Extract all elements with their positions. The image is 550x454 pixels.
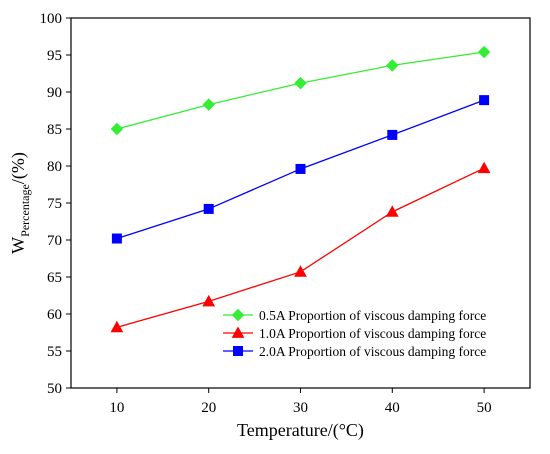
data-point <box>202 294 216 307</box>
x-tick-label: 30 <box>293 400 308 416</box>
legend-swatch-marker <box>231 308 245 322</box>
data-point <box>202 98 215 111</box>
x-tick-label: 50 <box>477 400 492 416</box>
series-1 <box>110 161 491 333</box>
data-point <box>110 320 124 333</box>
data-point <box>294 76 307 90</box>
y-tick-label: 95 <box>47 48 62 64</box>
legend-entry-label: 2.0A Proportion of viscous damping force <box>259 344 486 359</box>
y-axis-title-unit: /(%) <box>8 152 29 184</box>
y-tick-label: 80 <box>47 159 62 175</box>
y-tick-label: 90 <box>47 85 62 101</box>
y-tick-label: 65 <box>47 270 62 286</box>
data-point <box>203 203 214 214</box>
y-tick-label: 55 <box>47 344 62 360</box>
legend-swatch-marker <box>233 346 243 356</box>
x-tick-label: 10 <box>109 400 124 416</box>
y-axis-title-subscript: Percentage <box>18 184 32 237</box>
y-axis-title: WPercentage/(%) <box>8 152 32 254</box>
series-line <box>116 167 485 328</box>
data-point <box>385 205 399 217</box>
y-tick-label: 50 <box>47 381 62 397</box>
data-point <box>479 95 490 106</box>
series-0 <box>110 45 491 136</box>
x-tick-label: 20 <box>201 400 216 416</box>
x-axis-title: Temperature/(°C) <box>237 420 364 441</box>
data-point <box>111 233 122 244</box>
data-point <box>386 59 399 72</box>
x-tick-label: 40 <box>385 400 400 416</box>
y-tick-label: 100 <box>40 11 63 27</box>
y-tick-label: 85 <box>47 122 62 138</box>
ticks: 10 20 30 40 50 50 55 60 65 70 75 80 85 90 95 100 <box>40 11 492 416</box>
data-point <box>387 129 398 140</box>
y-tick-label: 60 <box>47 307 62 323</box>
legend: 0.5A Proportion of viscous damping force… <box>223 308 486 359</box>
data-point <box>110 122 124 136</box>
y-axis-title-main: W <box>8 237 28 254</box>
data-point <box>294 265 307 277</box>
series-2 <box>111 95 490 244</box>
y-tick-label: 70 <box>47 233 62 249</box>
series-line <box>116 51 485 130</box>
data-point <box>477 45 491 59</box>
legend-swatch-marker <box>231 326 245 338</box>
data-point <box>295 163 306 174</box>
y-tick-label: 75 <box>47 196 62 212</box>
data-point <box>477 161 491 174</box>
legend-entry-label: 0.5A Proportion of viscous damping force <box>259 308 486 323</box>
legend-entry-label: 1.0A Proportion of viscous damping force <box>259 326 486 341</box>
series <box>110 45 491 333</box>
